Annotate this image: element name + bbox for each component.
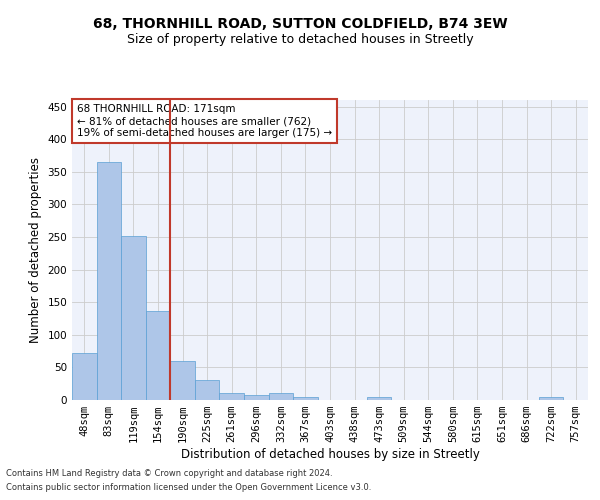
Text: Size of property relative to detached houses in Streetly: Size of property relative to detached ho… (127, 32, 473, 46)
Bar (293, 396, 318, 400)
Text: 68 THORNHILL ROAD: 171sqm
← 81% of detached houses are smaller (762)
19% of semi: 68 THORNHILL ROAD: 171sqm ← 81% of detac… (77, 104, 332, 138)
X-axis label: Distribution of detached houses by size in Streetly: Distribution of detached houses by size … (181, 448, 479, 461)
Bar (220, 394, 244, 400)
Bar (539, 398, 563, 400)
Bar (269, 394, 293, 400)
Y-axis label: Number of detached properties: Number of detached properties (29, 157, 42, 343)
Bar (170, 361, 195, 400)
Text: Contains public sector information licensed under the Open Government Licence v3: Contains public sector information licen… (6, 484, 371, 492)
Text: 68, THORNHILL ROAD, SUTTON COLDFIELD, B74 3EW: 68, THORNHILL ROAD, SUTTON COLDFIELD, B7… (92, 18, 508, 32)
Bar (146, 310, 170, 400)
Bar (195, 380, 220, 400)
Bar (244, 395, 269, 400)
Bar (97, 162, 121, 400)
Bar (367, 398, 391, 400)
Bar (121, 236, 146, 400)
Bar (72, 353, 97, 400)
Text: Contains HM Land Registry data © Crown copyright and database right 2024.: Contains HM Land Registry data © Crown c… (6, 468, 332, 477)
